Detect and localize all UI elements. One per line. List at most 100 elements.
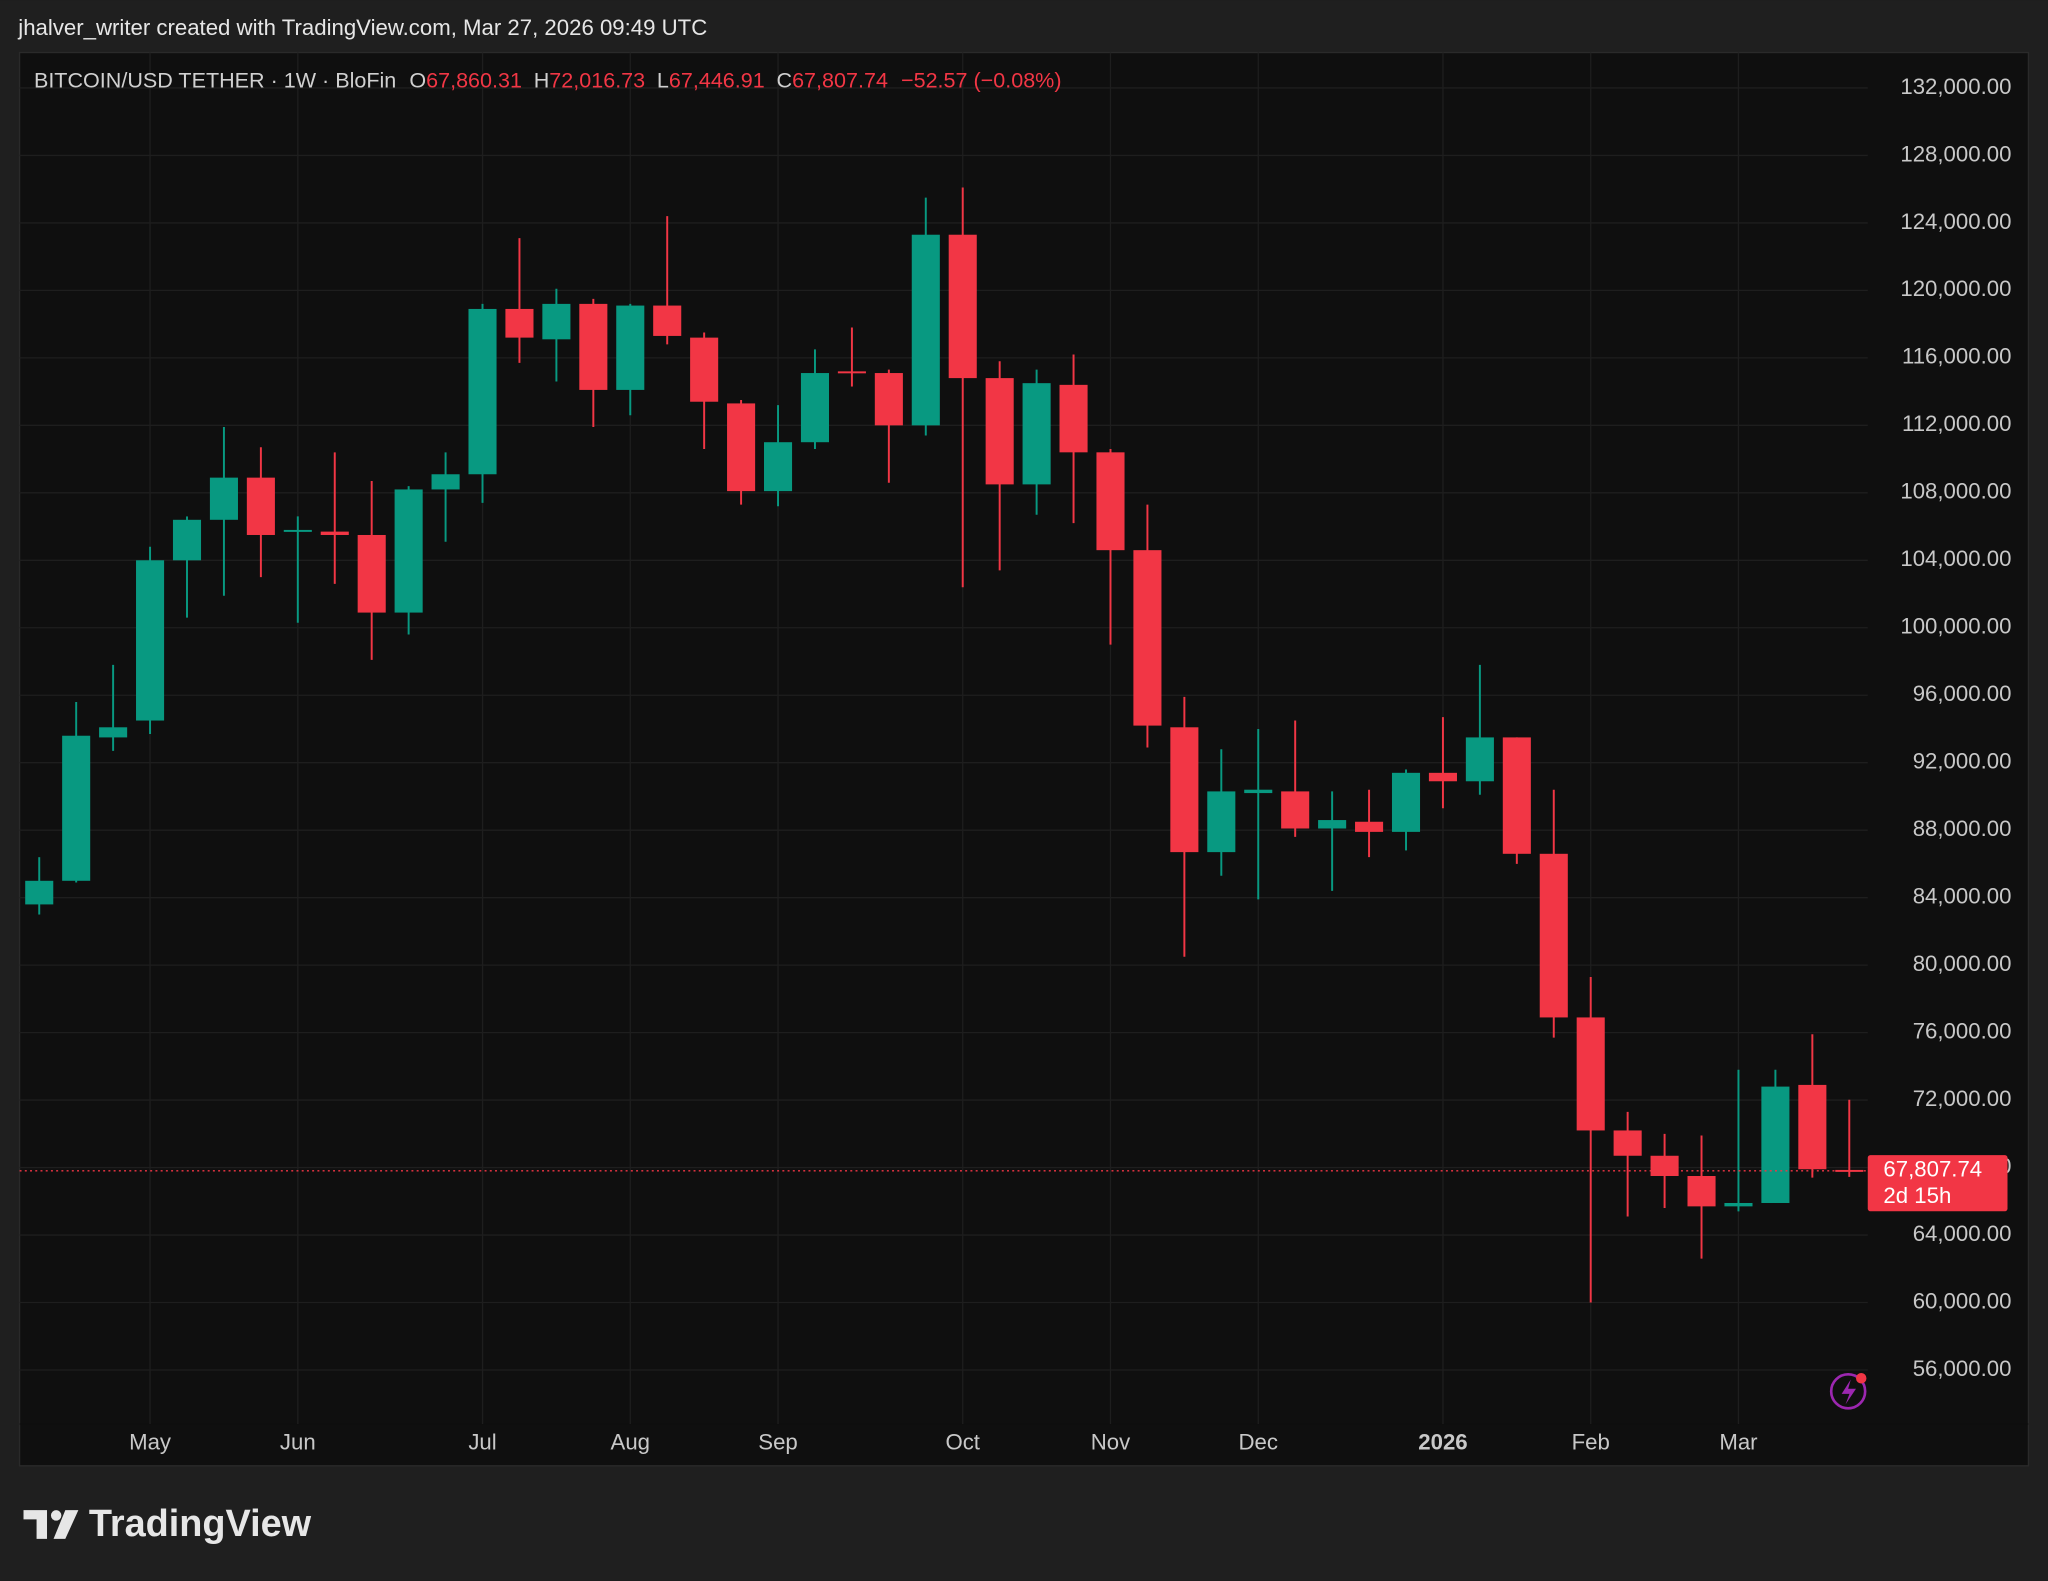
x-tick-label: Feb (1572, 1429, 1610, 1454)
candle-body (1170, 727, 1199, 853)
legend-field-value: 67,860.31 (426, 67, 522, 92)
candle-body (837, 371, 866, 374)
candle-body (357, 534, 386, 613)
x-tick-label: Aug (611, 1429, 650, 1454)
y-tick-label: 128,000.00 (1900, 141, 2011, 166)
legend-change: −52.57 (−0.08%) (901, 67, 1062, 92)
candle-body (62, 735, 91, 881)
candle-body (542, 303, 571, 340)
x-tick-label: Nov (1091, 1429, 1131, 1454)
candle-body (1724, 1202, 1753, 1207)
candle-body (1687, 1175, 1716, 1207)
candle-body (25, 880, 54, 905)
y-tick-label: 100,000.00 (1900, 614, 2011, 639)
y-tick-label: 120,000.00 (1900, 276, 2011, 301)
candle-body (394, 489, 423, 613)
legend-field-key: O (409, 67, 426, 92)
x-tick-label: May (129, 1429, 172, 1454)
y-tick-label: 76,000.00 (1913, 1018, 2012, 1043)
candle-body (172, 519, 202, 561)
candle-body (1576, 1017, 1605, 1131)
candle-body (1798, 1084, 1827, 1170)
legend-field-value: 72,016.73 (549, 67, 645, 92)
y-tick-label: 56,000.00 (1913, 1356, 2012, 1381)
candle-body (874, 373, 903, 426)
candle-body (99, 727, 128, 738)
candle-body (505, 308, 534, 338)
x-tick-label: Jul (468, 1429, 496, 1454)
candle-body (1539, 853, 1568, 1018)
y-tick-label: 64,000.00 (1913, 1221, 2012, 1246)
x-tick-label: Jun (280, 1429, 316, 1454)
legend-field-value: 67,446.91 (669, 67, 765, 92)
candle-body (1133, 550, 1162, 726)
legend-field-value: 67,807.74 (792, 67, 888, 92)
candle-body (1355, 821, 1384, 832)
candle-body (985, 378, 1014, 485)
candle-body (1613, 1130, 1642, 1156)
footer-brand[interactable]: TradingView (89, 1503, 312, 1545)
x-tick-label: Sep (758, 1429, 797, 1454)
last-price-box (1867, 1155, 2008, 1212)
y-tick-label: 124,000.00 (1900, 209, 2011, 234)
legend-field-key: H (534, 67, 550, 92)
candle-body (320, 531, 349, 535)
candle-body (1022, 383, 1051, 485)
candle-body (1207, 791, 1236, 853)
candle-body (1318, 820, 1347, 829)
chart-panel (18, 51, 2030, 1467)
candle-body (616, 305, 645, 390)
x-tick-label: 2026 (1418, 1429, 1467, 1454)
y-tick-label: 96,000.00 (1913, 681, 2012, 706)
candle-body (948, 234, 977, 379)
candle-body (579, 303, 608, 390)
y-tick-label: 88,000.00 (1913, 816, 2012, 841)
x-tick-label: Oct (945, 1429, 980, 1454)
y-tick-label: 104,000.00 (1900, 546, 2011, 571)
legend-symbol: BITCOIN/USD TETHER · 1W · BloFin (34, 67, 396, 92)
legend-field-key: L (657, 67, 669, 92)
candle-body (1650, 1155, 1679, 1176)
candle-body (209, 477, 238, 520)
y-tick-label: 116,000.00 (1902, 344, 2011, 369)
candle-body (1244, 789, 1273, 794)
candle-body (1502, 737, 1531, 854)
last-price-label: 67,807.74 (1883, 1157, 1982, 1182)
candle-body (1059, 384, 1088, 453)
candle-body (690, 337, 719, 402)
countdown-label: 2d 15h (1883, 1183, 1951, 1208)
y-tick-label: 112,000.00 (1902, 411, 2011, 436)
y-tick-label: 80,000.00 (1913, 951, 2012, 976)
candle-body (283, 529, 312, 532)
candle-body (727, 403, 756, 492)
candle-body (1465, 737, 1494, 782)
candle-body (1391, 772, 1421, 832)
candle-body (468, 308, 497, 475)
y-tick-label: 92,000.00 (1913, 749, 2012, 774)
x-tick-label: Dec (1239, 1429, 1278, 1454)
y-tick-label: 72,000.00 (1913, 1086, 2012, 1111)
plot: 56,000.0060,000.0064,000.0068,000.0072,0… (19, 52, 2012, 1454)
legend: BITCOIN/USD TETHER · 1W · BloFin O67,860.… (34, 67, 1062, 92)
legend-field-key: C (777, 67, 793, 92)
y-tick-label: 84,000.00 (1913, 884, 2012, 909)
candle-body (136, 560, 165, 721)
candle-body (1428, 772, 1457, 782)
candle-body (763, 442, 793, 492)
header-text: jhalver_writer created with TradingView.… (17, 15, 707, 40)
x-tick-label: Mar (1719, 1429, 1758, 1454)
candle-body (1096, 452, 1125, 551)
y-tick-label: 108,000.00 (1900, 479, 2011, 504)
alert-icon[interactable] (1829, 1373, 1867, 1410)
candle-body (431, 474, 460, 490)
footer-logo[interactable]: TradingView (23, 1503, 312, 1545)
candle-body (653, 305, 682, 336)
candle-body (246, 477, 275, 535)
y-tick-label: 60,000.00 (1913, 1288, 2012, 1313)
candle-body (911, 234, 940, 426)
candle-body (1281, 791, 1310, 829)
candle-body (800, 373, 830, 443)
y-tick-label: 132,000.00 (1900, 74, 2011, 99)
